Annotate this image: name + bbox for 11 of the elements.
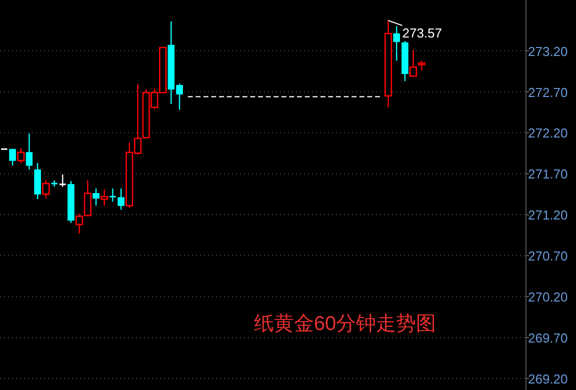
ytick: 272.70: [528, 84, 568, 100]
ytick: 273.20: [528, 44, 568, 59]
annotation: 273.57: [402, 25, 442, 40]
ytick: 269.70: [528, 330, 568, 346]
ytick: 271.20: [528, 208, 568, 223]
ytick: 270.70: [528, 248, 568, 264]
ytick: 270.20: [528, 290, 568, 305]
title: 纸黄金60分钟走势图: [254, 313, 436, 335]
ytick: 272.20: [528, 126, 568, 141]
ytick: 269.20: [528, 372, 568, 387]
ytick: 271.70: [528, 166, 568, 182]
